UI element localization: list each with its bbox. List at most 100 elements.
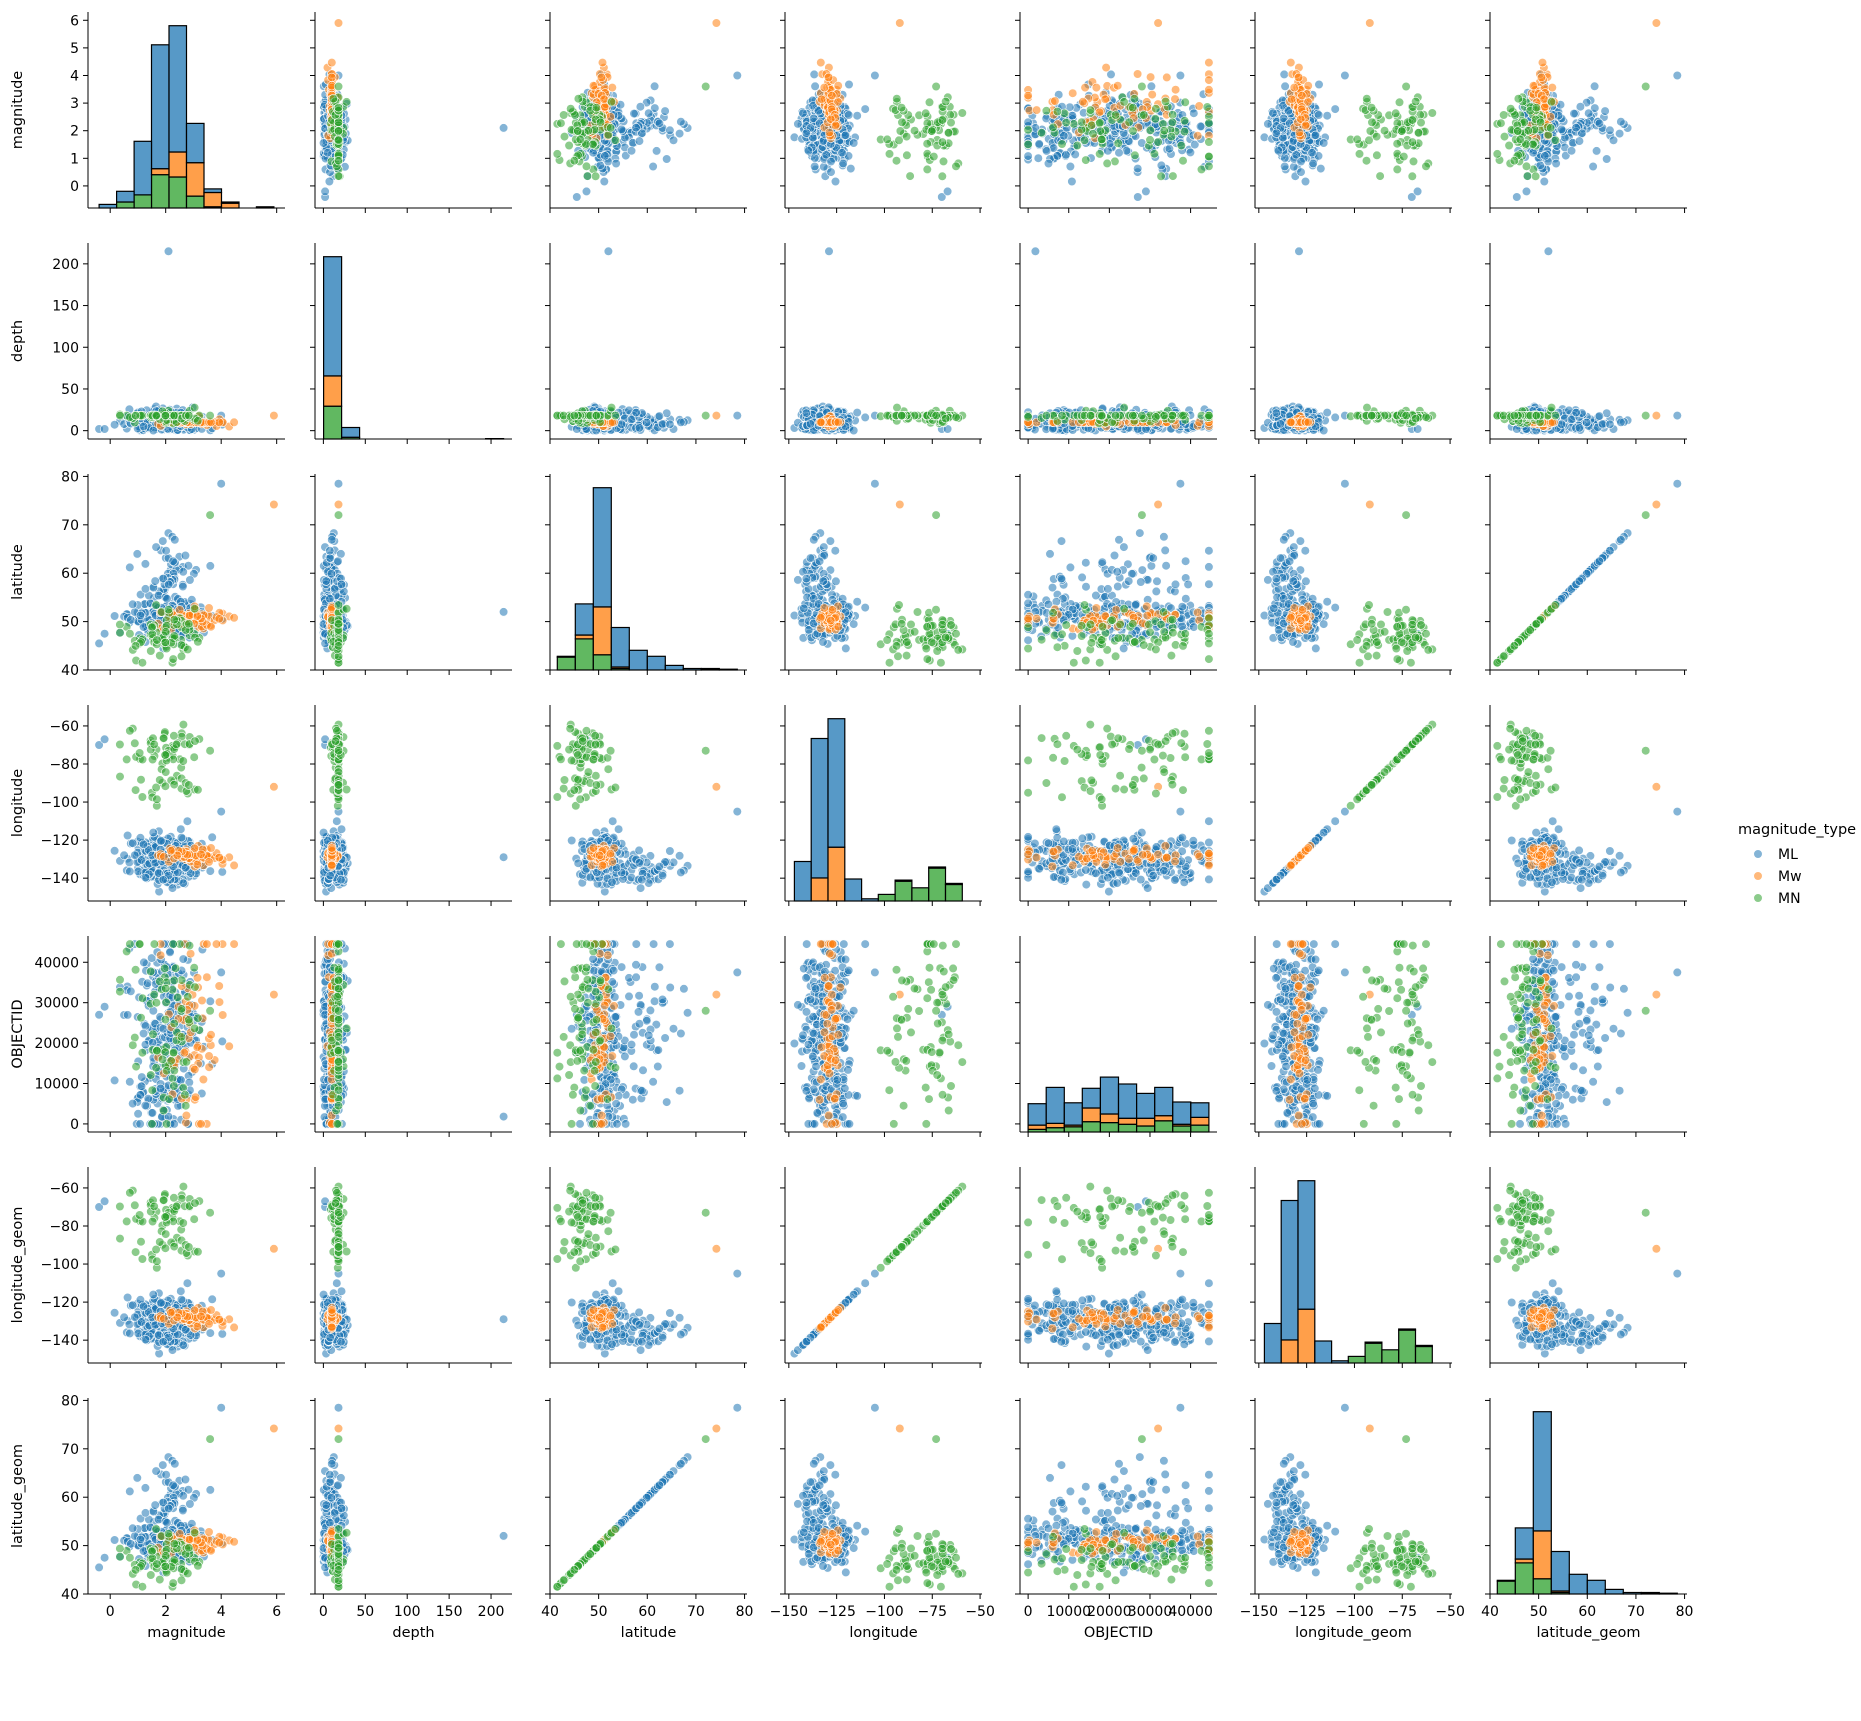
scatter-point-ML [652,147,661,156]
scatter-point-ML [1034,154,1043,163]
histogram-bar-Mw [324,376,342,406]
scatter-point-MN [1157,172,1166,181]
scatter-point-ML [1673,71,1682,80]
scatter-point-MN [334,118,343,127]
scatter-point-MN [1103,159,1112,168]
scatter-point-MN [1138,411,1147,420]
scatter-point-MN [576,135,585,144]
histogram-bar-MN [134,195,152,208]
scatter-point-MN [958,109,967,118]
scatter-point-MN [560,132,569,141]
scatter-point-Mw [1051,97,1060,106]
scatter-point-MN [1058,140,1067,149]
scatter-point-MN [952,162,961,171]
scatter-point-ML [139,422,148,431]
scatter-point-MN [1362,156,1371,165]
scatter-point-MN [131,411,140,420]
scatter-point-ML [1044,159,1053,168]
scatter-point-ML [853,408,862,417]
scatter-point-ML [1290,163,1299,172]
scatter-point-ML [1264,120,1273,129]
scatter-point-MN [1179,156,1188,165]
scatter-point-MN [1516,135,1525,144]
scatter-point-Mw [1294,73,1303,82]
scatter-point-ML [677,117,686,126]
scatter-point-MN [893,94,902,103]
histogram-bar-ML [187,123,205,162]
scatter-point-MN [1365,136,1374,145]
scatter-point-ML [1513,193,1522,202]
scatter-point-MN [342,98,351,107]
scatter-point-MN [1641,82,1650,91]
scatter-point-MN [329,94,338,103]
scatter-point-ML [600,177,609,186]
scatter-point-MN [1129,127,1138,136]
scatter-point-MN [1089,130,1098,139]
scatter-point-MN [170,411,179,420]
scatter-point-MN [559,111,568,120]
scatter-point-MN [334,136,343,145]
scatter-point-ML [612,159,621,168]
scatter-point-ML [1595,119,1604,128]
scatter-point-ML [1301,177,1310,186]
scatter-point-MN [1042,411,1051,420]
scatter-point-MN [895,136,904,145]
scatter-point-MN [152,411,161,420]
scatter-point-MN [952,413,961,422]
scatter-point-Mw [598,58,607,67]
scatter-point-MN [923,165,932,174]
scatter-point-MN [116,411,125,420]
scatter-point-ML [1602,155,1611,164]
scatter-point-ML [871,71,880,80]
scatter-point-MN [1168,411,1177,420]
scatter-point-Mw [1102,63,1111,72]
scatter-point-ML [1552,159,1561,168]
scatter-point-MN [1428,109,1437,118]
scatter-point-ML [1311,131,1320,140]
scatter-point-MN [1151,115,1160,124]
scatter-point-ML [1071,150,1080,159]
scatter-point-ML [1557,125,1566,134]
scatter-point-ML [1615,129,1624,138]
scatter-point-ML [853,111,862,120]
scatter-point-MN [932,411,941,420]
scatter-point-ML [1281,82,1290,91]
panel-magnitude-vs-longitude_geom [1250,12,1452,213]
scatter-point-MN [1111,157,1120,166]
histogram-bar-MN [324,406,342,439]
scatter-point-ML [733,411,742,420]
scatter-point-MN [1140,111,1149,120]
scatter-point-ML [627,147,636,156]
panel-depth-vs-longitude [780,243,982,444]
scatter-point-MN [1506,104,1515,113]
scatter-point-ML [164,247,173,256]
scatter-point-MN [591,172,600,181]
scatter-point-MN [1393,165,1402,174]
scatter-point-ML [1570,109,1579,118]
scatter-point-MN [1414,129,1423,138]
scatter-point-ML [806,420,815,429]
scatter-point-MN [1152,104,1161,113]
scatter-point-ML [655,119,664,128]
scatter-point-ML [733,71,742,80]
scatter-point-MN [1062,118,1071,127]
scatter-point-MN [557,119,566,128]
scatter-point-MN [898,118,907,127]
scatter-point-ML [1331,105,1340,114]
scatter-point-ML [649,162,658,171]
scatter-point-ML [601,152,610,161]
scatter-point-MN [1353,135,1362,144]
scatter-point-Mw [1101,95,1110,104]
scatter-point-ML [1068,177,1077,186]
scatter-point-MN [1169,172,1178,181]
scatter-point-MN [1111,411,1120,420]
scatter-point-Mw [1154,19,1163,28]
scatter-point-ML [810,162,819,171]
scatter-point-ML [1176,71,1185,80]
scatter-point-MN [941,97,950,106]
scatter-point-MN [1205,119,1214,128]
scatter-point-ML [100,425,109,434]
scatter-point-MN [1129,103,1138,112]
scatter-point-Mw [1195,102,1204,111]
scatter-point-MN [1398,127,1407,136]
